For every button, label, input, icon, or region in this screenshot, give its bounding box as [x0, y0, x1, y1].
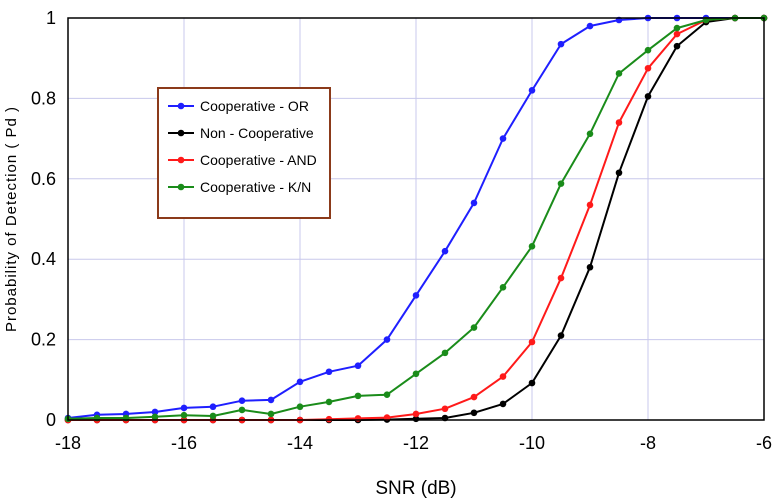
data-point: [470, 324, 478, 331]
data-point: [383, 414, 391, 421]
x-tick-label: -18: [55, 433, 81, 453]
axis-ticks: -18 -16 -14 -12 -10 -8 -6 0 0.2 0.4 0.6 0.8 1: [31, 8, 772, 453]
data-point: [325, 415, 333, 423]
data-point: [644, 64, 652, 72]
x-tick-label: -6: [756, 433, 772, 453]
plot-frame: [67, 17, 765, 421]
data-point: [325, 368, 333, 376]
data-point: [528, 87, 536, 94]
data-point: [209, 412, 217, 420]
data-point: [673, 42, 681, 50]
data-point: [499, 373, 507, 380]
data-point: [238, 406, 246, 414]
data-point: [528, 338, 536, 346]
legend-entry-label: Non - Cooperative: [200, 125, 314, 141]
data-point: [441, 349, 449, 357]
x-tick-label: -12: [403, 433, 429, 453]
data-point: [412, 410, 420, 418]
data-point: [557, 332, 565, 339]
data-point: [296, 403, 304, 411]
data-point: [528, 379, 536, 387]
y-axis-label: Probability of Detection ( Pd ): [3, 106, 20, 332]
data-point: [615, 169, 623, 177]
y-tick-label: 1: [46, 8, 56, 28]
data-point: [412, 292, 420, 299]
data-point: [238, 397, 246, 405]
data-point: [354, 362, 362, 370]
data-point: [586, 201, 594, 209]
data-point: [470, 199, 478, 207]
data-point: [586, 263, 594, 271]
data-point: [557, 40, 565, 48]
data-point: [557, 274, 565, 282]
x-axis-label: SNR (dB): [375, 478, 456, 499]
legend-entry-label: Cooperative - AND: [200, 152, 317, 168]
data-point: [615, 70, 623, 77]
data-point: [267, 410, 275, 418]
data-point: [673, 30, 681, 38]
data-point: [383, 391, 391, 398]
data-point: [151, 408, 159, 416]
legend-entry-label: Cooperative - OR: [200, 98, 309, 114]
data-point: [499, 400, 507, 408]
data-point: [441, 405, 449, 413]
data-point: [499, 135, 507, 142]
legend-swatch-marker: [177, 156, 185, 164]
data-point: [470, 393, 478, 401]
data-point: [180, 411, 188, 419]
legend-swatch-marker: [177, 102, 185, 110]
data-point: [673, 24, 681, 32]
x-tick-label: -10: [519, 433, 545, 453]
data-point: [412, 370, 420, 378]
y-tick-label: 0.8: [31, 88, 56, 108]
data-point: [209, 403, 217, 411]
x-tick-label: -14: [287, 433, 313, 453]
data-point: [383, 336, 391, 343]
x-tick-label: -8: [640, 433, 656, 453]
data-point: [441, 247, 449, 255]
data-point: [354, 392, 362, 400]
data-point: [586, 22, 594, 30]
data-point: [557, 180, 565, 187]
y-tick-label: 0.6: [31, 169, 56, 189]
series-layer: [64, 14, 768, 424]
y-tick-label: 0.2: [31, 330, 56, 350]
x-tick-label: -16: [171, 433, 197, 453]
data-point: [470, 409, 478, 417]
legend: Cooperative - OR Non - Cooperative Coopera…: [157, 87, 331, 219]
data-point: [180, 404, 188, 412]
data-point: [528, 243, 536, 250]
data-point: [151, 413, 159, 421]
y-tick-label: 0.4: [31, 249, 56, 269]
data-point: [644, 46, 652, 54]
legend-swatch-marker: [177, 183, 185, 191]
legend-box: [157, 87, 331, 219]
data-point: [325, 398, 333, 406]
data-point: [615, 119, 623, 126]
legend-entry-label: Cooperative - K/N: [200, 179, 311, 195]
data-point: [644, 93, 652, 100]
y-tick-label: 0: [46, 410, 56, 430]
data-point: [499, 284, 507, 291]
data-point: [296, 378, 304, 386]
data-point: [267, 396, 275, 404]
legend-swatch-marker: [177, 129, 185, 137]
data-point: [586, 130, 594, 138]
